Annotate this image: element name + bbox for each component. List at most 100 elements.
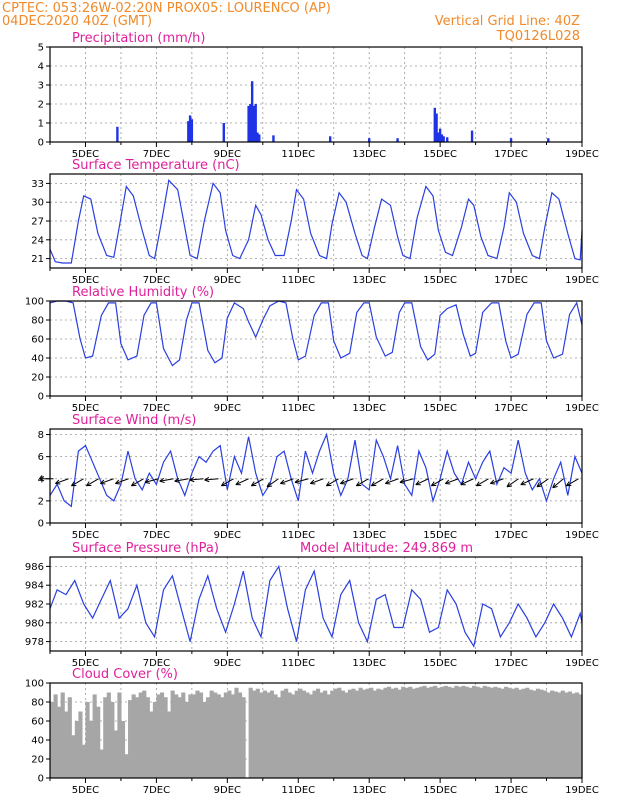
precip-bar <box>437 132 440 142</box>
pressure-ytick-label: 980 <box>25 618 44 629</box>
cloud-bar <box>131 694 136 778</box>
cloud-bar <box>113 730 118 778</box>
wind-arrow <box>86 478 99 487</box>
cloud-bar <box>379 689 384 778</box>
cloud-bar <box>287 692 292 778</box>
cloud-bar <box>401 686 406 778</box>
cloud-bar <box>181 692 186 778</box>
pressure-ytick-label: 982 <box>25 600 44 611</box>
precip-panel: Precipitation (mm/h) 0 1 2 3 4 5 5DEC 7DEC 9DEC 11… <box>38 31 599 160</box>
cloud-bar <box>443 685 448 778</box>
cloud-bar <box>220 697 225 778</box>
cloud-bar <box>571 693 576 778</box>
pressure-annotation: Model Altitude: 249.869 m <box>300 541 473 556</box>
cloud-xtick-label: 13DEC <box>352 785 386 796</box>
wind-arrow <box>279 478 294 485</box>
cloud-bar <box>319 692 324 778</box>
wind-arrow <box>55 478 69 485</box>
cloud-bar <box>355 690 360 778</box>
cloud-bar <box>511 688 516 778</box>
cloud-bar <box>291 694 296 778</box>
precip-bar <box>252 105 256 142</box>
cloud-bar <box>358 687 363 778</box>
cloud-bar <box>337 687 342 778</box>
precip-bar <box>396 138 399 142</box>
temp-xtick-label: 11DEC <box>281 275 315 286</box>
wind-xtick-label: 15DEC <box>423 530 457 541</box>
wind-arrow <box>235 478 249 486</box>
wind-arrow <box>174 477 189 484</box>
precip-ytick-label: 3 <box>38 81 44 92</box>
cloud-bar <box>184 702 189 778</box>
cloud-xtick-label: 19DEC <box>565 785 599 796</box>
cloud-xtick-label: 17DEC <box>494 785 528 796</box>
cloud-bar <box>362 689 367 778</box>
cloud-bar <box>138 692 143 778</box>
precip-xtick-label: 11DEC <box>281 149 315 160</box>
cloud-bar <box>117 692 122 778</box>
cloud-bar <box>142 690 147 778</box>
wind-series-line <box>49 432 583 508</box>
cloud-bar <box>340 690 345 778</box>
cloud-bar <box>67 697 72 778</box>
cloud-xtick-label: 5DEC <box>72 785 99 796</box>
rh-xtick-label: 9DEC <box>214 403 241 414</box>
precip-bar <box>247 105 250 142</box>
cloud-bar <box>493 686 498 778</box>
wind-frame <box>49 428 583 524</box>
cloud-bar <box>241 697 246 778</box>
temp-xtick-label: 15DEC <box>423 275 457 286</box>
rh-title: Relative Humidity (%) <box>72 285 214 300</box>
cloud-bar <box>433 685 438 778</box>
cloud-bar <box>447 686 452 778</box>
wind-arrow <box>415 478 429 486</box>
wind-arrow <box>520 478 534 486</box>
cloud-panel: Cloud Cover (%) 0 20 40 60 80 100 5DEC 7DEC 9DEC 1… <box>25 667 599 796</box>
wind-arrow <box>370 478 384 487</box>
cloud-bar <box>429 686 434 778</box>
wind-ytick-label: 2 <box>38 496 44 507</box>
wind-arrow <box>266 478 279 488</box>
cloud-bar <box>326 694 331 778</box>
cloud-bar <box>202 702 207 778</box>
cloud-bar <box>78 711 83 778</box>
precip-xtick-label: 7DEC <box>143 149 170 160</box>
rh-xtick-label: 13DEC <box>352 403 386 414</box>
precip-bar <box>438 128 442 142</box>
cloud-bar <box>472 685 477 778</box>
rh-xtick-label: 11DEC <box>281 403 315 414</box>
precip-bar <box>256 132 259 142</box>
pressure-series-line <box>49 564 583 648</box>
cloud-bar <box>50 702 55 778</box>
cloud-bar <box>308 694 314 778</box>
temp-xtick-label: 7DEC <box>143 275 170 286</box>
cloud-bar <box>440 686 445 778</box>
rh-panel: Relative Humidity (%) 0 20 40 60 80 100 5DEC 7DE… <box>25 285 599 414</box>
cloud-bar <box>528 689 533 778</box>
cloud-bar <box>213 692 218 778</box>
wind-arrow <box>100 478 114 485</box>
cloud-ytick-label: 40 <box>31 736 44 747</box>
cloud-bar <box>316 688 321 778</box>
cloud-bar <box>174 694 179 778</box>
wind-title: Surface Wind (m/s) <box>72 413 196 428</box>
precip-bar <box>509 138 513 142</box>
temp-xtick-label: 5DEC <box>72 275 99 286</box>
cloud-bar <box>96 706 101 778</box>
header-grid-note: Vertical Grid Line: 40Z <box>435 14 580 29</box>
cloud-bar <box>273 694 278 778</box>
wind-arrow <box>39 476 54 482</box>
precip-xtick-label: 15DEC <box>423 149 457 160</box>
rh-frame <box>49 300 583 397</box>
wind-ytick-label: 8 <box>38 430 44 441</box>
wind-arrow <box>489 478 504 485</box>
rh-ytick-label: 60 <box>31 335 44 346</box>
header-station: CPTEC: 053:26W-02:20N PROX05: LOURENCO (… <box>2 1 331 16</box>
pressure-xtick-label: 9DEC <box>214 658 241 669</box>
wind-arrow <box>399 478 414 484</box>
cloud-bar <box>252 690 257 778</box>
cloud-bar <box>411 688 416 778</box>
cloud-bar <box>372 690 377 778</box>
wind-xtick-label: 5DEC <box>72 530 99 541</box>
